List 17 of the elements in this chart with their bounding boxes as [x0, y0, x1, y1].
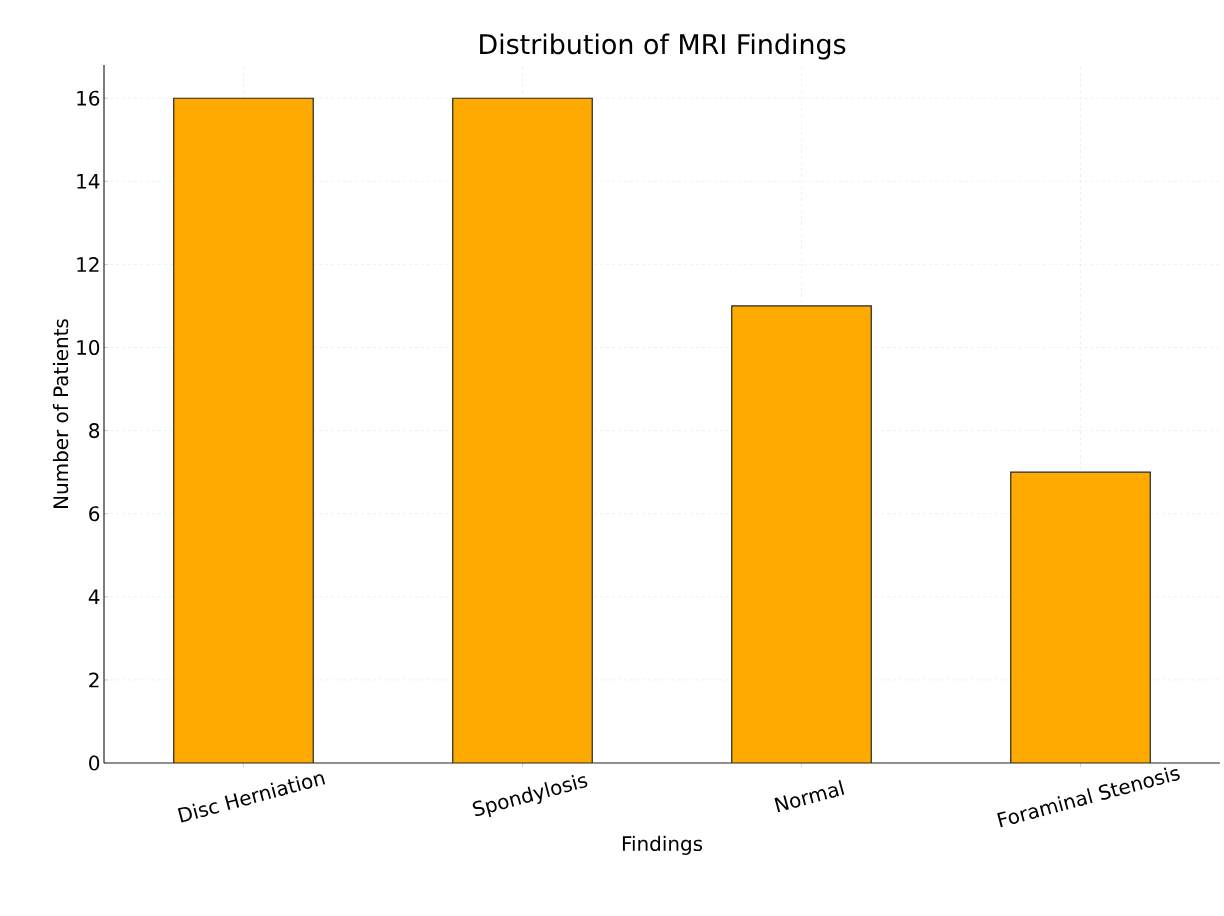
y-tick-label: 0 — [89, 755, 100, 771]
bar — [173, 98, 314, 763]
y-tick-label: 12 — [77, 257, 99, 272]
y-tick-label: 6 — [89, 506, 100, 522]
y-tick-label: 16 — [77, 90, 100, 106]
y-tick-label: 10 — [77, 339, 100, 356]
bar — [731, 305, 872, 763]
y-tick-label: 2 — [89, 672, 99, 688]
x-axis-title: Findings — [622, 835, 703, 855]
x-tick-label: Normal — [774, 779, 845, 813]
y-tick-label: 8 — [89, 423, 100, 439]
bar — [452, 98, 593, 763]
bar — [1010, 471, 1151, 763]
y-axis-title: Number of Patients — [52, 319, 69, 508]
y-tick-label: 14 — [77, 174, 100, 189]
y-tick-label: 4 — [88, 589, 100, 605]
chart-title: Distribution of MRI Findings — [480, 33, 846, 60]
